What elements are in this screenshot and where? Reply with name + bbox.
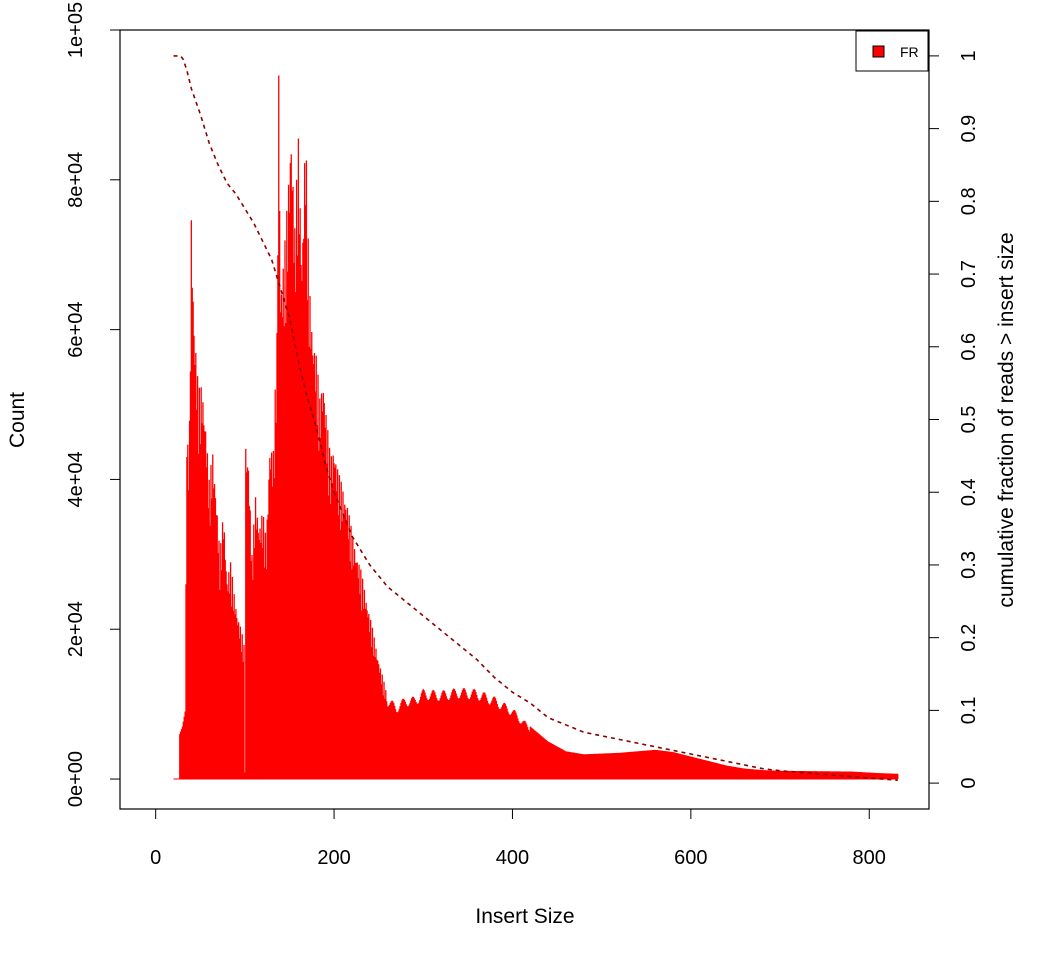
x-axis: 0 200 400 600 800 [150,808,886,869]
y-tick-label: 2e+04 [65,601,87,657]
histogram-bars-path [179,75,899,780]
cumulative-line-group [173,55,898,781]
y2-tick-label: 0 [958,778,980,789]
cumulative-fraction-line [173,55,898,781]
y-tick-label: 8e+04 [65,152,87,208]
x-tick-label: 600 [674,847,707,869]
x-tick-label: 800 [853,847,886,869]
x-tick-label: 0 [150,847,161,869]
y2-tick-label: 0.1 [958,696,980,724]
y2-tick-label: 0.4 [958,478,980,506]
y-axis-left: 0e+00 2e+04 4e+04 6e+04 8e+04 1e+05 [65,2,121,807]
histogram-bars [173,75,899,780]
x-axis-title: Insert Size [475,905,574,928]
x-tick-label: 200 [317,847,350,869]
y2-tick-label: 0.6 [958,333,980,361]
y-tick-label: 6e+04 [65,302,87,358]
y2-tick-label: 0.8 [958,187,980,215]
y2-tick-label: 1 [958,50,980,61]
y-tick-label: 4e+04 [65,451,87,507]
y2-tick-label: 0.2 [958,624,980,652]
legend: FR [855,30,929,72]
y-axis-right: 0 0.1 0.2 0.3 0.4 0.5 0.6 0.7 0.8 0.9 1 [928,50,980,789]
y-tick-label: 0e+00 [65,751,87,807]
legend-swatch [872,45,885,58]
legend-box [855,30,929,72]
y2-tick-label: 0.3 [958,551,980,579]
legend-label-fr: FR [900,44,919,60]
x-tick-label: 400 [496,847,529,869]
y-axis-title: Count [6,392,29,448]
y-tick-label: 1e+05 [65,2,87,58]
y2-tick-label: 0.5 [958,406,980,434]
y2-axis-title: cumulative fraction of reads > insert si… [995,232,1018,607]
y2-tick-label: 0.7 [958,260,980,288]
y2-tick-label: 0.9 [958,115,980,143]
